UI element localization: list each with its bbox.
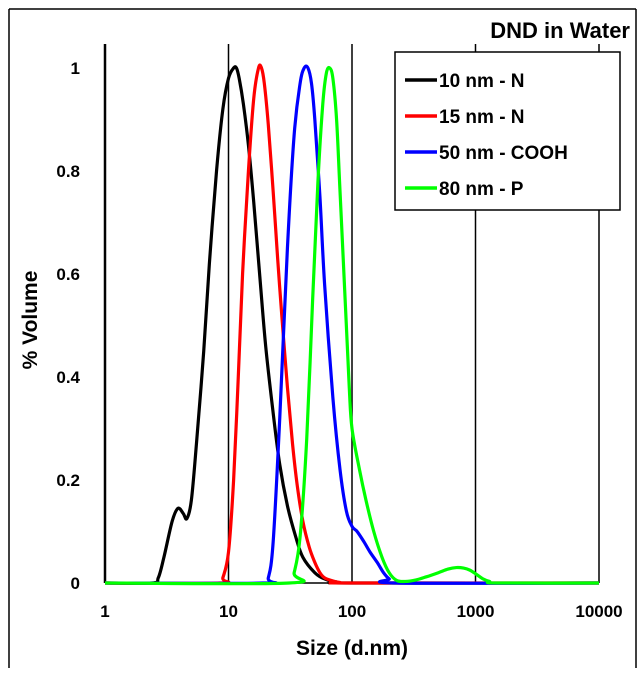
series-line-1 xyxy=(104,63,600,585)
legend: 10 nm - N 15 nm - N 50 nm - COOH 80 nm - P xyxy=(394,51,621,211)
y-tick-label: 0.8 xyxy=(56,162,80,181)
y-tick-label: 0.4 xyxy=(56,368,80,387)
x-tick-label: 10000 xyxy=(575,602,622,621)
legend-label-3: 80 nm - P xyxy=(439,179,524,200)
series-line-2 xyxy=(104,64,600,585)
chart-title: DND in Water xyxy=(490,18,630,43)
data-series xyxy=(104,63,600,586)
y-axis-title: % Volume xyxy=(19,271,42,370)
y-tick-label: 0.6 xyxy=(56,265,80,284)
x-tick-label: 1000 xyxy=(457,602,495,621)
y-tick-label: 0 xyxy=(71,574,80,593)
legend-label-1: 15 nm - N xyxy=(439,107,525,128)
y-tick-labels: 0 0.2 0.4 0.6 0.8 1 xyxy=(56,59,80,593)
x-axis-title: Size (d.nm) xyxy=(296,637,408,660)
y-tick-label: 1 xyxy=(71,59,80,78)
legend-entries: 10 nm - N 15 nm - N 50 nm - COOH 80 nm - P xyxy=(405,71,568,200)
x-tick-labels: 1 10 100 1000 10000 xyxy=(100,602,622,621)
legend-label-2: 50 nm - COOH xyxy=(439,143,568,164)
legend-label-0: 10 nm - N xyxy=(439,71,525,92)
series-line-0 xyxy=(104,65,600,585)
x-tick-label: 1 xyxy=(100,602,109,621)
y-tick-label: 0.2 xyxy=(56,471,80,490)
x-tick-label: 100 xyxy=(338,602,366,621)
x-tick-label: 10 xyxy=(219,602,238,621)
series-line-3 xyxy=(104,66,600,586)
